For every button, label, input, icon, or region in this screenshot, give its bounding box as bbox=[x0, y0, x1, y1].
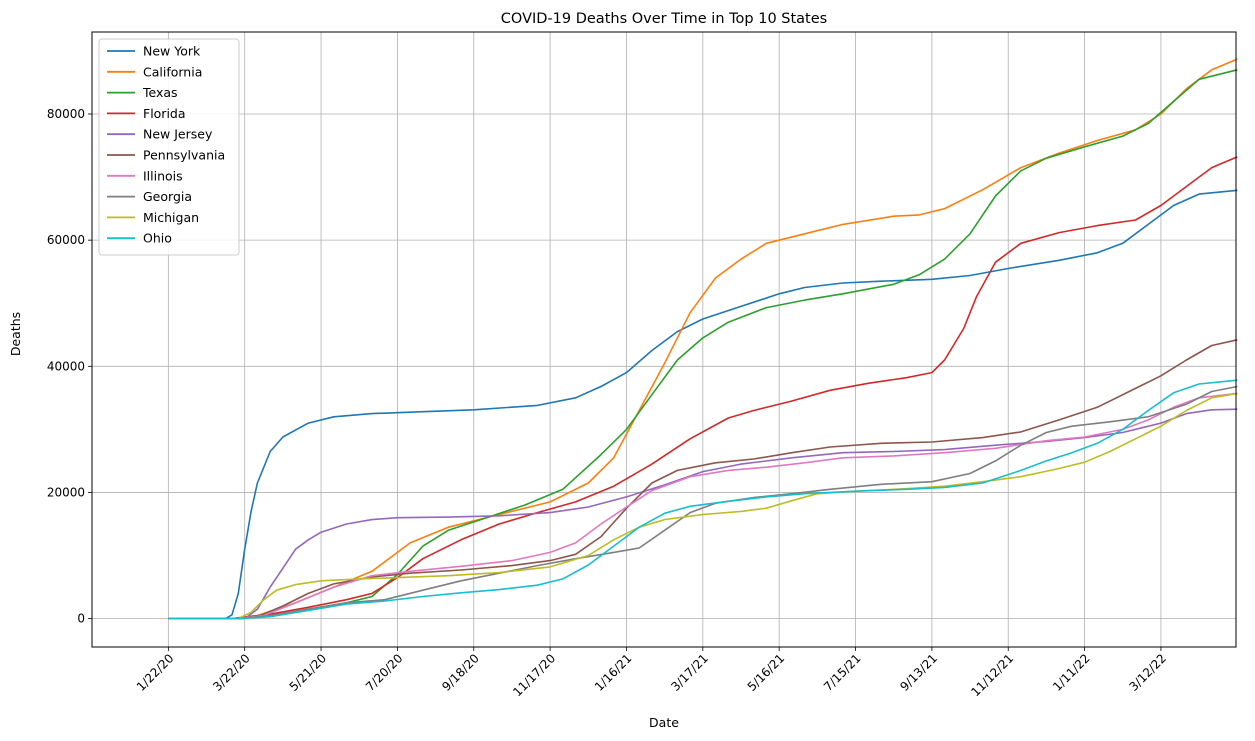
legend-label: New Jersey bbox=[143, 127, 213, 142]
legend-label: Illinois bbox=[143, 168, 183, 183]
x-tick-label: 11/17/20 bbox=[510, 651, 558, 699]
series-line-florida bbox=[168, 156, 1238, 620]
series-line-michigan bbox=[168, 392, 1238, 620]
x-tick-label: 9/18/20 bbox=[439, 651, 482, 694]
x-tick-label: 1/16/21 bbox=[592, 651, 635, 694]
x-axis-ticks: 1/22/20 3/22/20 5/21/20 7/20/20 9/18/20 11/17… bbox=[134, 647, 1169, 699]
x-tick-label: 3/12/22 bbox=[1126, 651, 1169, 694]
legend-label: Texas bbox=[142, 85, 178, 100]
y-tick-label: 0 bbox=[77, 612, 85, 626]
x-tick-label: 1/22/20 bbox=[134, 651, 177, 694]
legend: New York California Texas Florida New Jersey… bbox=[98, 38, 240, 256]
y-axis-ticks: 0 20000 40000 60000 80000 bbox=[47, 107, 92, 626]
legend-label: California bbox=[143, 64, 202, 79]
y-tick-label: 40000 bbox=[47, 359, 85, 373]
x-tick-label: 11/12/21 bbox=[968, 651, 1016, 699]
legend-label: Pennsylvania bbox=[143, 148, 225, 163]
y-axis-label: Deaths bbox=[8, 312, 23, 356]
x-tick-label: 5/21/20 bbox=[287, 651, 330, 694]
x-tick-label: 3/22/20 bbox=[210, 651, 253, 694]
y-tick-label: 20000 bbox=[47, 485, 85, 499]
x-axis-label: Date bbox=[649, 715, 679, 730]
series-line-pennsylvania bbox=[168, 339, 1238, 620]
x-tick-label: 7/15/21 bbox=[821, 651, 864, 694]
legend-label: Michigan bbox=[143, 210, 199, 225]
legend-label: Georgia bbox=[143, 189, 192, 204]
legend-label: Florida bbox=[143, 106, 186, 121]
x-tick-label: 5/16/21 bbox=[745, 651, 788, 694]
series-line-ohio bbox=[168, 379, 1238, 620]
x-tick-label: 1/11/22 bbox=[1050, 651, 1093, 694]
plot-frame bbox=[91, 31, 1237, 648]
y-tick-label: 80000 bbox=[47, 107, 85, 121]
grid bbox=[92, 32, 1236, 647]
series-line-california bbox=[168, 58, 1238, 620]
series-lines bbox=[168, 58, 1238, 620]
x-tick-label: 7/20/20 bbox=[363, 651, 406, 694]
x-tick-label: 9/13/21 bbox=[897, 651, 940, 694]
legend-label: Ohio bbox=[143, 231, 172, 246]
series-line-new-york bbox=[168, 189, 1238, 620]
legend-label: New York bbox=[143, 44, 201, 59]
chart-title: COVID-19 Deaths Over Time in Top 10 Stat… bbox=[501, 11, 827, 27]
x-tick-label: 3/17/21 bbox=[668, 651, 711, 694]
y-tick-label: 60000 bbox=[47, 233, 85, 247]
